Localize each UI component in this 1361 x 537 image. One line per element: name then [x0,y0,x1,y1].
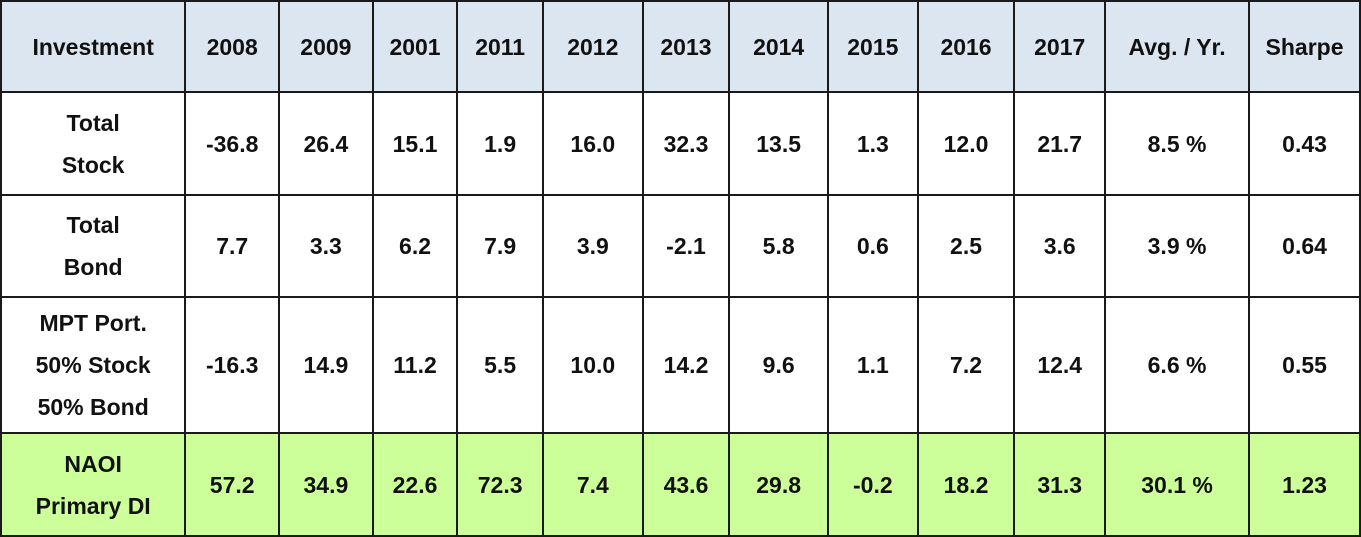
annual-return-cell: 1.3 [827,91,919,196]
annual-return-cell: 26.4 [278,91,374,196]
annual-return-cell: 2.5 [916,194,1016,298]
investment-label-line: Total [66,212,120,238]
annual-return-cell: 11.2 [371,296,459,434]
table-row: Total Bond 7.7 3.3 6.2 7.9 3.9 -2.1 5.8 0.6 2.5 3.6… [0,194,1361,298]
annual-return-cell: 7.4 [541,432,644,537]
investment-label-cell: NAOI Primary DI [0,432,187,537]
column-header-year: 2016 [916,0,1016,93]
sharpe-ratio-cell: 0.43 [1248,91,1361,196]
column-header-year: 2014 [728,0,830,93]
annual-return-cell: 72.3 [456,432,544,537]
column-header-year: 2017 [1013,0,1107,93]
column-header-year: 2008 [184,0,281,93]
annual-return-cell: 43.6 [641,432,731,537]
annual-return-cell: 32.3 [641,91,731,196]
annual-return-cell: 22.6 [371,432,459,537]
annual-return-cell: 13.5 [728,91,830,196]
annual-return-cell: 1.1 [827,296,919,434]
annual-return-cell: -2.1 [641,194,731,298]
column-header-average: Avg. / Yr. [1104,0,1251,93]
annual-return-cell: 9.6 [728,296,830,434]
annual-return-cell: 31.3 [1013,432,1107,537]
annual-return-cell: 14.2 [641,296,731,434]
investment-label-cell: Total Bond [0,194,187,298]
investment-label-line: Total [66,109,120,136]
annual-return-cell: 10.0 [541,296,644,434]
annual-return-cell: -0.2 [827,432,919,537]
header-row: Investment 2008 2009 2001 2011 2012 2013… [0,0,1361,93]
table-row: NAOI Primary DI 57.2 34.9 22.6 72.3 7.4 43.6 29.… [0,432,1361,537]
annual-return-cell: -16.3 [184,296,281,434]
annual-return-cell: 34.9 [278,432,374,537]
column-header-sharpe: Sharpe [1248,0,1361,93]
investment-label-line: NAOI [64,450,122,477]
annual-return-cell: 1.9 [456,91,544,196]
average-return-cell: 8.5 % [1104,91,1251,196]
column-header-year: 2011 [456,0,544,93]
sharpe-ratio-cell: 0.55 [1248,296,1361,434]
annual-return-cell: 18.2 [916,432,1016,537]
sharpe-ratio-cell: 0.64 [1248,194,1361,298]
annual-return-cell: 3.9 [541,194,644,298]
annual-return-cell: 21.7 [1013,91,1107,196]
annual-return-cell: 3.3 [278,194,374,298]
annual-return-cell: 7.7 [184,194,281,298]
column-header-year: 2009 [278,0,374,93]
average-return-cell: 3.9 % [1104,194,1251,298]
average-return-cell: 6.6 % [1104,296,1251,434]
annual-return-cell: 5.8 [728,194,830,298]
column-header-investment: Investment [0,0,187,93]
column-header-year: 2015 [827,0,919,93]
annual-return-cell: 7.9 [456,194,544,298]
investment-label-line: Bond [63,254,123,280]
sharpe-ratio-cell: 1.23 [1248,432,1361,537]
annual-return-cell: -36.8 [184,91,281,196]
investment-label-line: Stock [61,151,125,178]
investment-label-line: Primary DI [35,492,151,519]
annual-return-cell: 0.6 [827,194,919,298]
annual-return-cell: 16.0 [541,91,644,196]
annual-return-cell: 12.4 [1013,296,1107,434]
column-header-year: 2012 [541,0,644,93]
annual-return-cell: 5.5 [456,296,544,434]
annual-return-cell: 14.9 [278,296,374,434]
investment-label-line: 50% Stock [35,352,151,378]
investment-label-cell: MPT Port. 50% Stock 50% Bond [0,296,187,434]
annual-return-cell: 6.2 [371,194,459,298]
annual-return-cell: 7.2 [916,296,1016,434]
annual-return-cell: 29.8 [728,432,830,537]
investment-label-line: MPT Port. [39,310,147,336]
column-header-year: 2013 [641,0,731,93]
table-body: Total Stock -36.8 26.4 15.1 1.9 16.0 32.3 13.5 1.… [0,91,1361,537]
table-row: Total Stock -36.8 26.4 15.1 1.9 16.0 32.3 13.5 1.… [0,91,1361,196]
table-row: MPT Port. 50% Stock 50% Bond -16.3 14.9 11.2 5… [0,296,1361,434]
annual-return-cell: 15.1 [371,91,459,196]
annual-return-cell: 3.6 [1013,194,1107,298]
annual-return-cell: 57.2 [184,432,281,537]
average-return-cell: 30.1 % [1104,432,1251,537]
investment-label-line: 50% Bond [37,394,149,420]
investment-label-cell: Total Stock [0,91,187,196]
annual-return-cell: 12.0 [916,91,1016,196]
column-header-year: 2001 [371,0,459,93]
